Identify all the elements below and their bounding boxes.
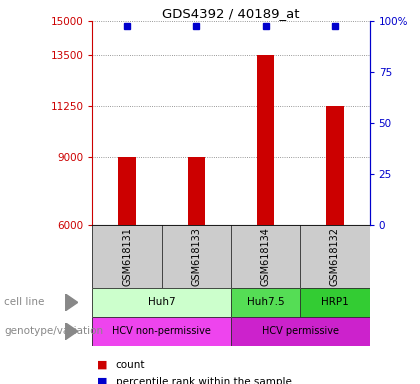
Text: GSM618132: GSM618132	[330, 227, 340, 286]
Text: count: count	[116, 360, 145, 370]
Bar	[118, 157, 136, 225]
Bar	[188, 157, 205, 225]
Text: HCV permissive: HCV permissive	[262, 326, 339, 336]
Text: GSM618134: GSM618134	[261, 227, 270, 286]
Text: HRP1: HRP1	[321, 297, 349, 308]
Text: Huh7.5: Huh7.5	[247, 297, 284, 308]
Title: GDS4392 / 40189_at: GDS4392 / 40189_at	[162, 7, 300, 20]
Text: HCV non-permissive: HCV non-permissive	[112, 326, 211, 336]
Text: Huh7: Huh7	[148, 297, 176, 308]
Polygon shape	[65, 323, 78, 340]
Bar	[326, 106, 344, 225]
Polygon shape	[65, 294, 78, 311]
Text: genotype/variation: genotype/variation	[4, 326, 103, 336]
Text: ■: ■	[97, 377, 107, 384]
Text: percentile rank within the sample: percentile rank within the sample	[116, 377, 291, 384]
Text: cell line: cell line	[4, 297, 45, 308]
Text: GSM618133: GSM618133	[192, 227, 201, 286]
Bar	[257, 55, 274, 225]
Text: ■: ■	[97, 360, 107, 370]
Text: GSM618131: GSM618131	[122, 227, 132, 286]
